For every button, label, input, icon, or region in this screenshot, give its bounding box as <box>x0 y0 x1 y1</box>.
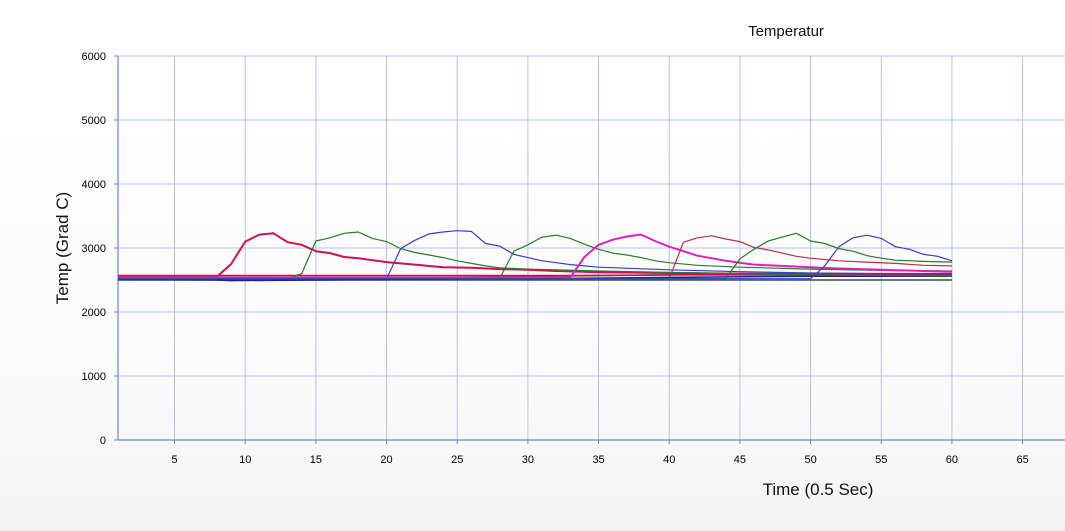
axes <box>114 55 1065 444</box>
y-axis-title: Temp (Grad C) <box>53 192 72 304</box>
series-line-6 <box>118 231 952 280</box>
x-tick-label: 20 <box>380 454 392 466</box>
x-tick-label: 55 <box>875 454 887 466</box>
x-tick-label: 10 <box>239 454 251 466</box>
tick-labels: 5 10 15 20 25 30 35 40 45 50 55 60 65 0 1000 2000 3000 40… <box>82 51 1029 466</box>
x-tick-label: 40 <box>663 454 675 466</box>
series-line-11 <box>118 232 952 280</box>
x-tick-label: 5 <box>171 454 177 466</box>
series-line-8 <box>118 234 952 280</box>
x-tick-label: 25 <box>451 454 463 466</box>
series-line-12 <box>118 234 953 280</box>
y-tick-label: 1000 <box>82 371 106 383</box>
x-tick-label: 50 <box>804 454 816 466</box>
x-tick-label: 65 <box>1016 454 1028 466</box>
y-tick-label: 3000 <box>82 243 106 255</box>
grid-lines <box>118 55 1065 440</box>
x-tick-label: 30 <box>522 454 534 466</box>
y-tick-label: 5000 <box>82 115 106 127</box>
series-line-10 <box>118 235 952 280</box>
chart-title: Temperatur <box>748 23 824 40</box>
series-line-2 <box>117 275 952 282</box>
x-tick-label: 60 <box>946 454 958 466</box>
x-tick-label: 35 <box>592 454 604 466</box>
y-tick-label: 0 <box>100 435 106 447</box>
series-line-7 <box>118 230 952 280</box>
series-line-9 <box>118 233 952 279</box>
x-axis-title: Time (0.5 Sec) <box>763 480 874 499</box>
series-line-5 <box>118 232 952 278</box>
series-lines <box>117 230 953 282</box>
y-tick-label: 4000 <box>82 179 106 191</box>
x-tick-label: 15 <box>310 454 322 466</box>
y-tick-label: 6000 <box>82 51 106 63</box>
x-tick-label: 45 <box>734 454 746 466</box>
y-tick-label: 2000 <box>82 307 106 319</box>
